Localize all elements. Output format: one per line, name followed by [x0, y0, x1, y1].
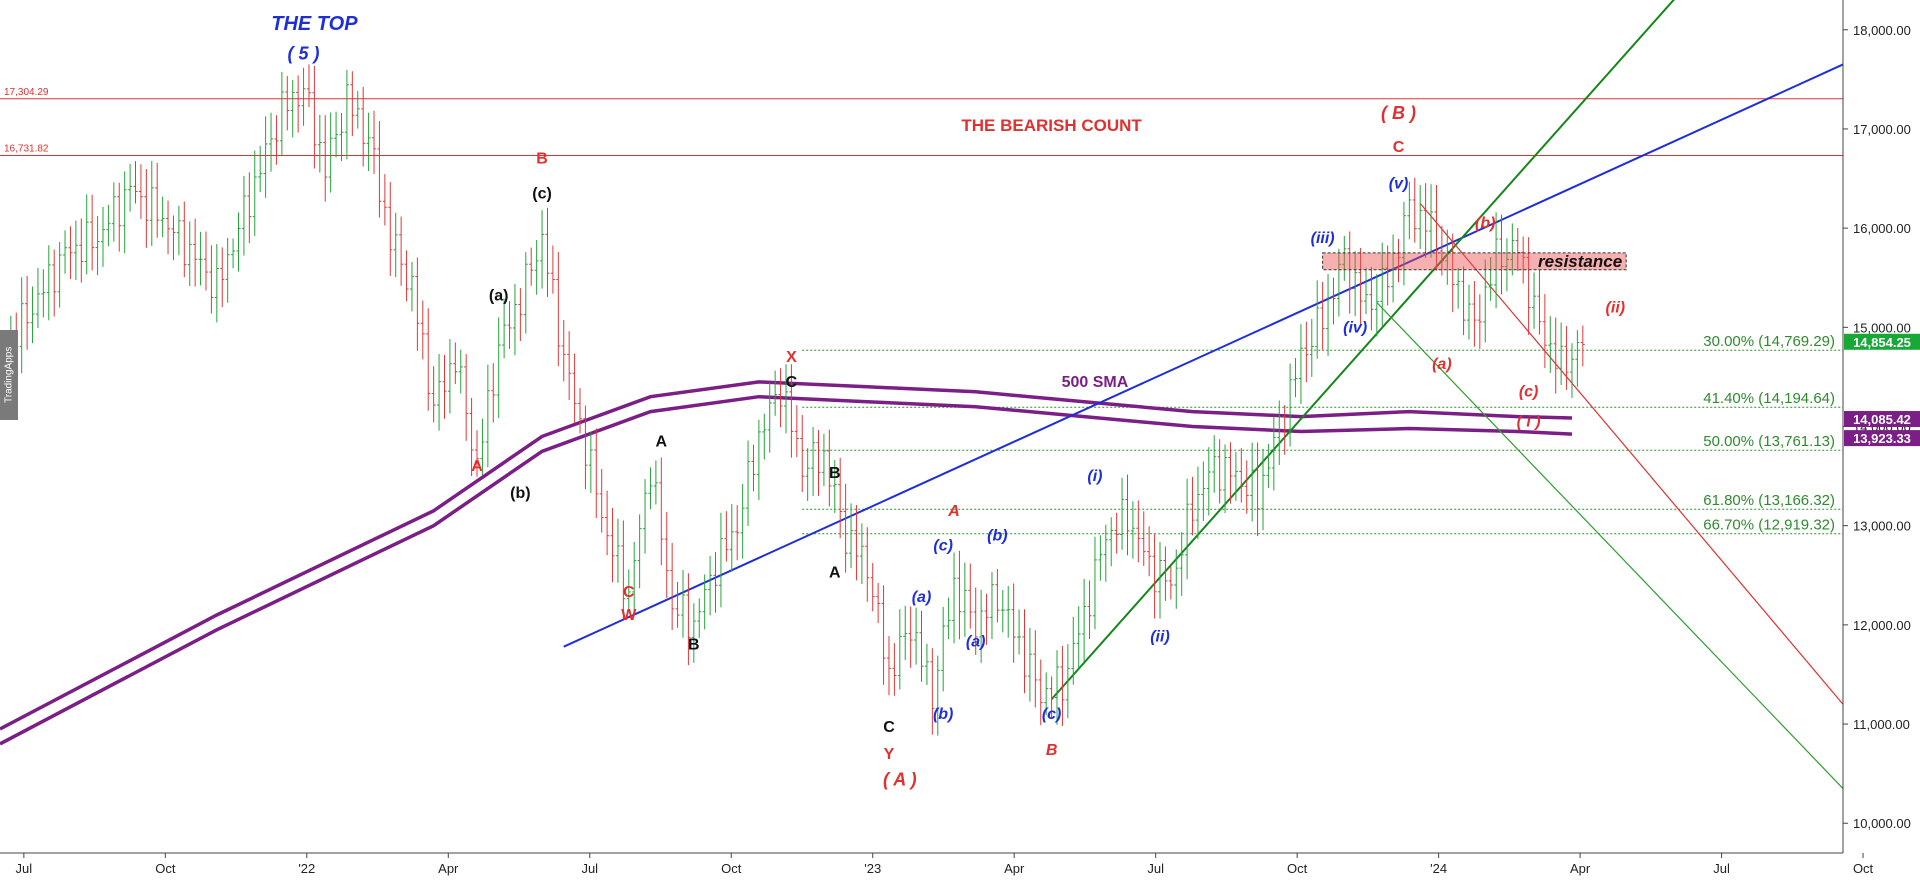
wave-label: C [883, 719, 895, 736]
wave-label: (a) [966, 634, 986, 651]
y-tick-label: 17,000.00 [1853, 122, 1911, 137]
wave-label: (i) [1087, 468, 1102, 485]
wave-label: ( B ) [1381, 103, 1416, 123]
y-tick-label: 11,000.00 [1853, 717, 1910, 732]
wave-label: (b) [933, 706, 953, 723]
wave-label: (a) [1432, 356, 1452, 373]
wave-label: B [829, 465, 841, 482]
annotations-layer: THE TOP ( 5 ) THE BEARISH COUNT B (c) (a) A (b)… [271, 13, 1625, 790]
trendline-blue [563, 63, 1844, 648]
resistance-zone [1322, 252, 1627, 271]
horizontal-level-label: 16,731.82 [4, 144, 49, 155]
price-badge [1844, 333, 1920, 350]
wave-label: A [656, 433, 668, 450]
sma-line-upper [0, 380, 1573, 731]
wave-label: (c) [1519, 384, 1539, 401]
y-tick-label: 13,000.00 [1853, 519, 1911, 534]
wave-label: (iv) [1343, 319, 1367, 336]
wave-label: (v) [1389, 175, 1409, 192]
x-tick-label: Jul [1147, 861, 1164, 876]
resistance-label: resistance [1538, 252, 1622, 271]
fib-level-label: 61.80% (13,166.32) [1703, 492, 1835, 509]
wave-label: (a) [489, 288, 509, 305]
wave-label: B [1046, 742, 1058, 759]
x-tick-label: Oct [155, 861, 176, 876]
price-badge [1844, 411, 1920, 428]
wave-label: (c) [532, 185, 552, 202]
x-tick-label: Apr [1570, 861, 1591, 876]
wave-label: A [471, 458, 483, 475]
wave-label: (c) [933, 537, 953, 554]
wave-label: (iii) [1311, 230, 1335, 247]
price-badge-label: 14,854.25 [1853, 335, 1911, 350]
wave-label: C [623, 584, 635, 601]
wave-label: (a) [912, 589, 932, 606]
y-tick-label: 15,000.00 [1853, 320, 1911, 335]
wave-label: X [786, 349, 797, 366]
x-tick-label: Jul [1713, 861, 1730, 876]
x-axis: Jul Oct '22 Apr Jul Oct '23 Apr Jul Oct '24 Apr Jul O… [16, 853, 1874, 876]
x-tick-label: Apr [438, 861, 459, 876]
sma-line-lower [0, 394, 1573, 746]
wave-label: ( i ) [1517, 414, 1541, 431]
wave-label: (ii) [1150, 629, 1170, 646]
wave-label: THE TOP [271, 13, 358, 35]
x-tick-label: Oct [1853, 861, 1874, 876]
y-tick-label: 18,000.00 [1853, 23, 1911, 38]
wave-label: A [829, 564, 841, 581]
price-badges: 14,854.25 14,085.42 13,923.33 [1844, 333, 1920, 447]
trendline-green [1050, 0, 1675, 700]
price-badge-label: 14,085.42 [1853, 412, 1911, 427]
fib-level-label: 50.00% (13,761.13) [1703, 433, 1835, 450]
x-tick-label: Jul [16, 861, 33, 876]
wave-label: (b) [510, 485, 530, 502]
x-tick-label: '22 [298, 861, 315, 876]
x-tick-label: Oct [1287, 861, 1308, 876]
y-tick-label: 10,000.00 [1853, 816, 1911, 831]
y-tick-label: 12,000.00 [1853, 618, 1911, 633]
wave-label: A [947, 503, 960, 520]
x-tick-label: '23 [864, 861, 881, 876]
wave-label: C [786, 374, 798, 391]
sma-layer [0, 380, 1573, 746]
x-tick-label: '24 [1430, 861, 1447, 876]
horizontal-level-label: 17,304.29 [4, 87, 49, 98]
wave-label: B [688, 637, 700, 654]
x-tick-label: Apr [1004, 861, 1025, 876]
wave-label: Y [884, 746, 895, 763]
fib-level-label: 66.70% (12,919.32) [1703, 517, 1835, 534]
y-tick-label: 16,000.00 [1853, 221, 1911, 236]
plot-area [0, 0, 1843, 853]
price-badge [1844, 430, 1920, 447]
price-badge-label: 13,923.33 [1853, 431, 1911, 446]
wave-label: 500 SMA [1062, 374, 1129, 391]
wave-label: THE BEARISH COUNT [961, 116, 1142, 135]
resistance-layer: resistance [1322, 252, 1627, 271]
watermark-label: TradingApps [0, 330, 18, 420]
wave-label: (b) [1475, 215, 1495, 232]
trendline-green-thin [1376, 302, 1844, 789]
x-tick-label: Oct [721, 861, 742, 876]
fib-level-label: 41.40% (14,194.64) [1703, 390, 1835, 407]
fib-level-label: 30.00% (14,769.29) [1703, 333, 1835, 350]
wave-label: C [1393, 139, 1405, 156]
wave-label: ( 5 ) [288, 44, 320, 64]
wave-label: (ii) [1606, 299, 1626, 316]
price-bars-layer [0, 64, 1585, 736]
wave-label: W [621, 607, 637, 624]
wave-label: (c) [1042, 706, 1062, 723]
wave-label: (b) [987, 528, 1007, 545]
x-tick-label: Jul [581, 861, 598, 876]
wave-label: B [536, 151, 548, 168]
wave-label: ( A ) [883, 770, 917, 790]
